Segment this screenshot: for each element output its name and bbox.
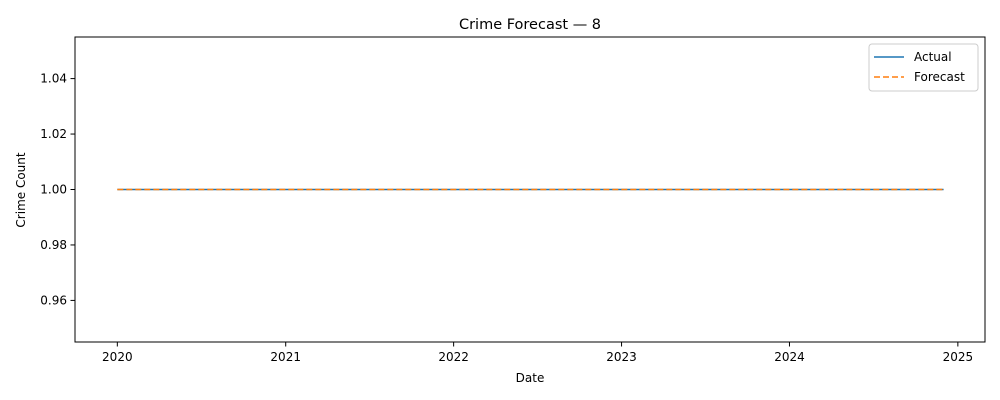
x-tick-label: 2021 [270,350,301,364]
chart-title: Crime Forecast — 8 [459,17,601,33]
x-tick-label: 2023 [606,350,637,364]
y-tick-label: 0.96 [40,293,67,307]
x-axis: 2020 2021 2022 2023 2024 2025 [102,342,973,364]
legend-label-actual: Actual [914,50,952,64]
y-tick-label: 1.02 [40,127,67,141]
x-tick-label: 2020 [102,350,133,364]
legend-label-forecast: Forecast [914,70,965,84]
x-axis-title: Date [516,371,545,385]
y-tick-label: 0.98 [40,238,67,252]
y-tick-label: 1.04 [40,72,67,86]
y-tick-label: 1.00 [40,183,67,197]
y-axis: 0.96 0.98 1.00 1.02 1.04 [40,72,75,307]
y-axis-title: Crime Count [14,152,28,227]
x-tick-label: 2024 [774,350,805,364]
legend-box [868,43,979,92]
x-tick-label: 2025 [943,350,974,364]
legend: Actual Forecast [868,43,979,92]
x-tick-label: 2022 [438,350,469,364]
